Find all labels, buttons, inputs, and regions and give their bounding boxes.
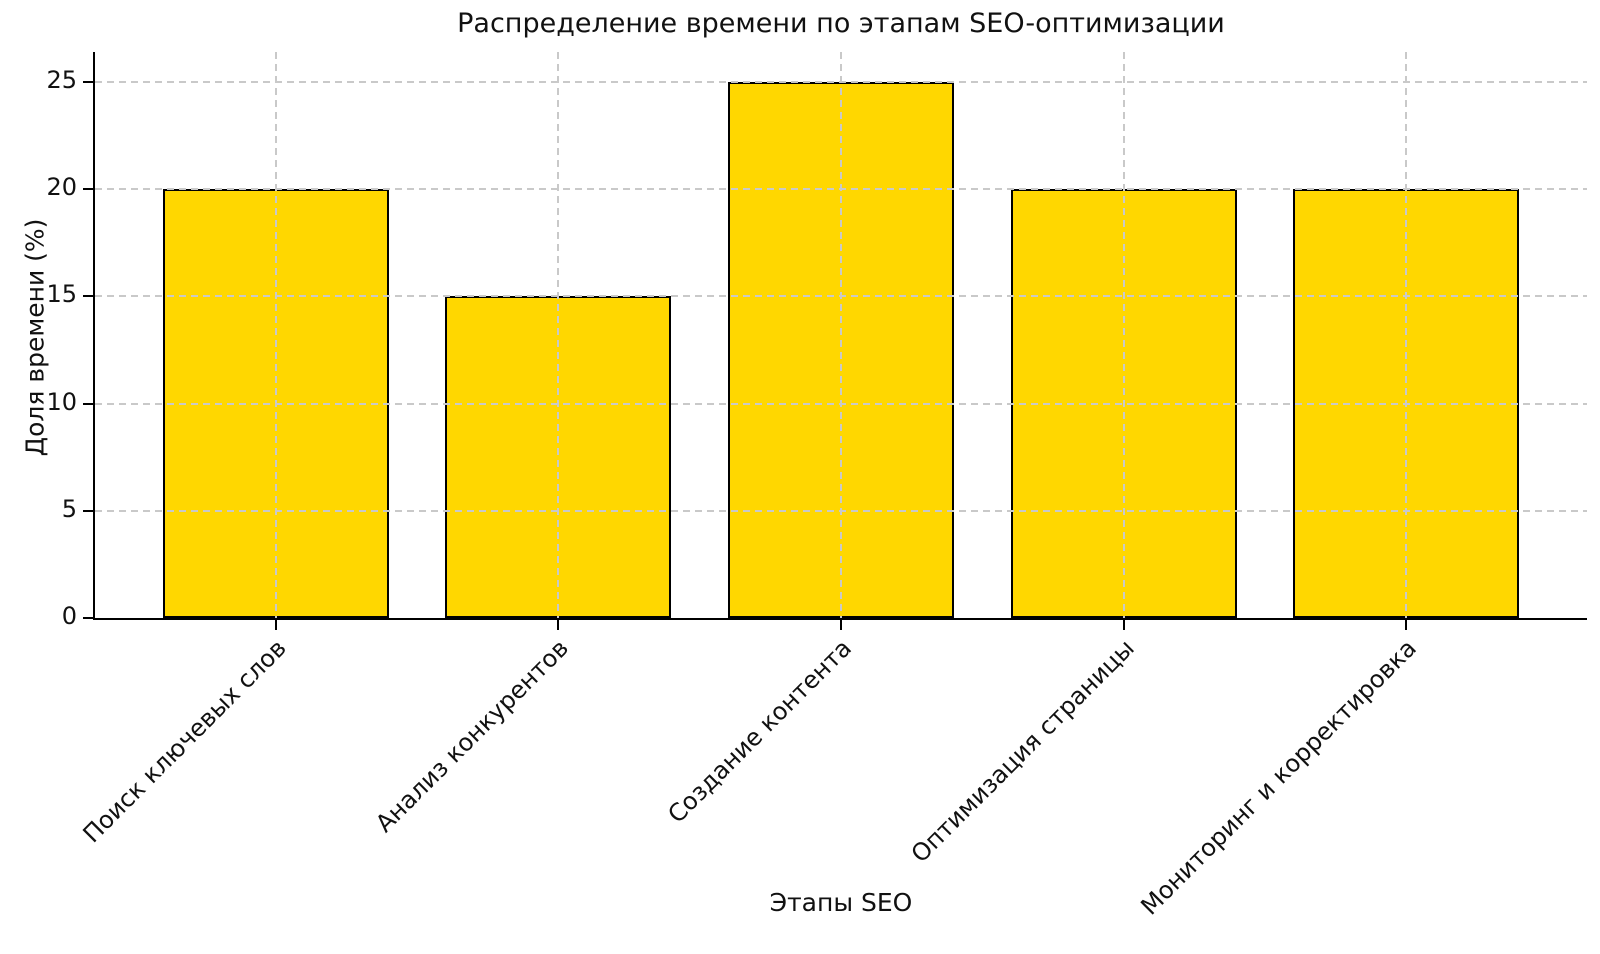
v-gridline: [557, 52, 560, 618]
x-tick-mark: [557, 620, 560, 630]
x-tick-label: Анализ конкурентов: [370, 634, 575, 838]
x-tick-mark: [274, 620, 277, 630]
y-tick-label: 0: [61, 602, 77, 630]
v-gridline: [1405, 52, 1408, 618]
x-axis-spine: [93, 618, 1587, 620]
y-axis-label: Доля времени (%): [20, 218, 50, 457]
y-tick-mark: [83, 509, 93, 512]
v-gridline: [1122, 52, 1125, 618]
y-tick-label: 5: [61, 494, 77, 523]
x-tick-label: Мониторинг и корректировка: [1135, 634, 1422, 921]
chart-title: Распределение времени по этапам SEO-опти…: [457, 8, 1225, 39]
plot-area: 0 5 10 15 20 25 Поиск ключевых слов Анализ конк…: [46, 52, 1587, 920]
v-gridline: [840, 52, 842, 618]
x-tick-mark: [1405, 620, 1408, 630]
x-axis-label: Этапы SEO: [769, 888, 913, 917]
y-tick-mark: [83, 295, 93, 298]
y-axis-spine: [93, 52, 95, 620]
x-tick-label: Оптимизация страницы: [905, 634, 1140, 869]
y-tick-mark: [83, 188, 93, 191]
y-tick-label: 25: [46, 66, 77, 94]
y-tick-label: 15: [46, 280, 77, 309]
y-tick-mark: [83, 81, 93, 83]
y-tick-mark: [83, 402, 93, 405]
y-tick-label: 20: [46, 173, 77, 202]
x-tick-label: Создание контента: [662, 634, 857, 829]
x-tick-mark: [1122, 620, 1125, 630]
y-tick-mark: [83, 617, 93, 619]
x-tick-label: Поиск ключевых слов: [77, 634, 292, 849]
y-tick-label: 10: [46, 387, 77, 416]
x-tick-mark: [840, 620, 842, 630]
v-gridline: [274, 52, 277, 618]
